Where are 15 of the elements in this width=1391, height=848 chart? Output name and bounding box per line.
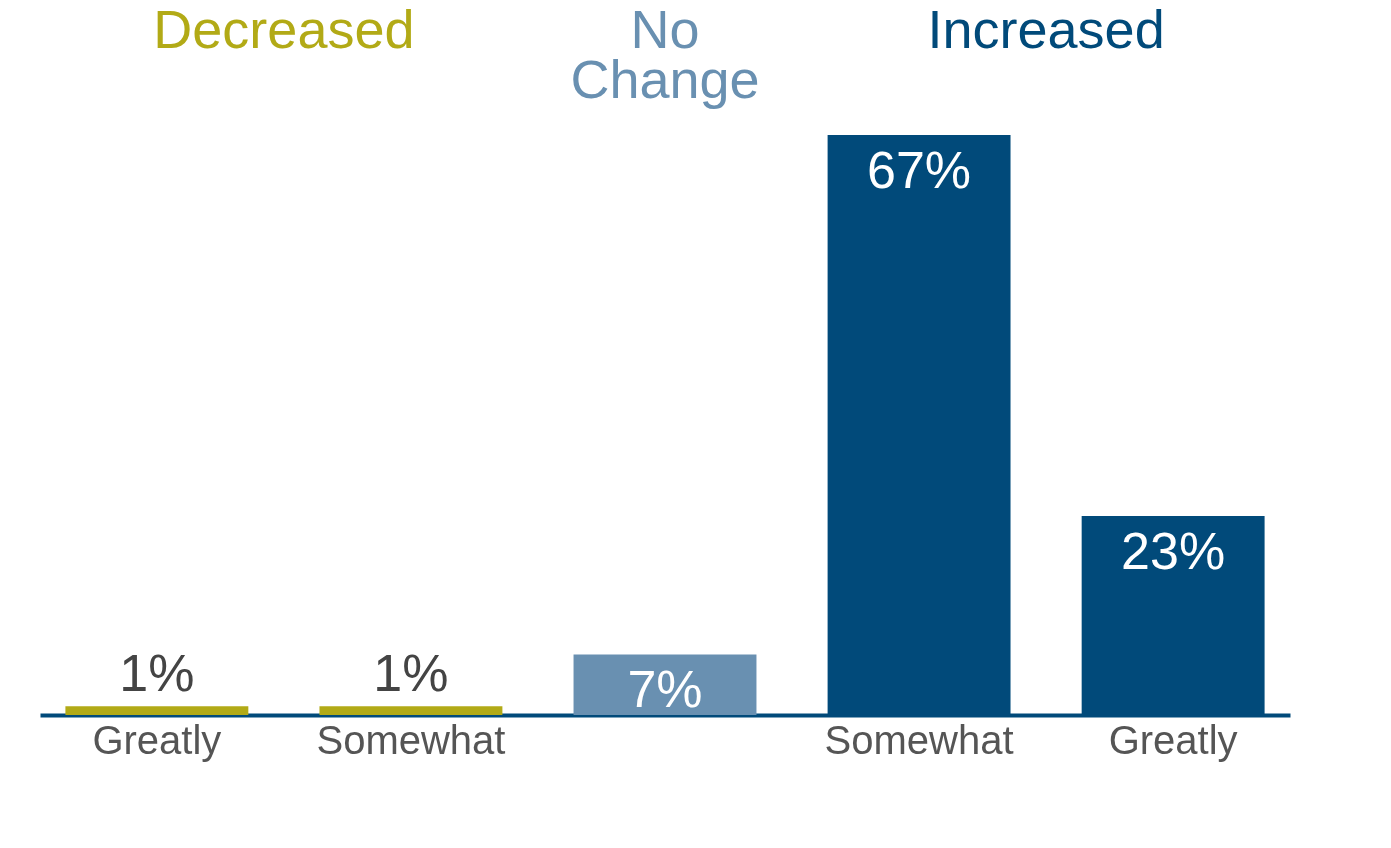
x-tick-label: Greatly xyxy=(1108,717,1238,762)
bar xyxy=(573,654,757,715)
data-label: 23% xyxy=(1121,521,1226,580)
bar xyxy=(65,706,249,715)
text: No Change xyxy=(570,0,760,109)
data-label: 7% xyxy=(627,660,703,719)
data-label: 1% xyxy=(119,644,195,703)
text: Decreased xyxy=(153,0,415,59)
x-tick-label: Somewhat xyxy=(824,717,1014,762)
bar xyxy=(319,706,503,715)
data-label: 1% xyxy=(373,644,449,703)
text: Increased xyxy=(927,0,1165,59)
data-label: 67% xyxy=(867,141,972,199)
x-tick-label: Greatly xyxy=(92,717,222,762)
x-tick-label: Somewhat xyxy=(316,717,506,762)
